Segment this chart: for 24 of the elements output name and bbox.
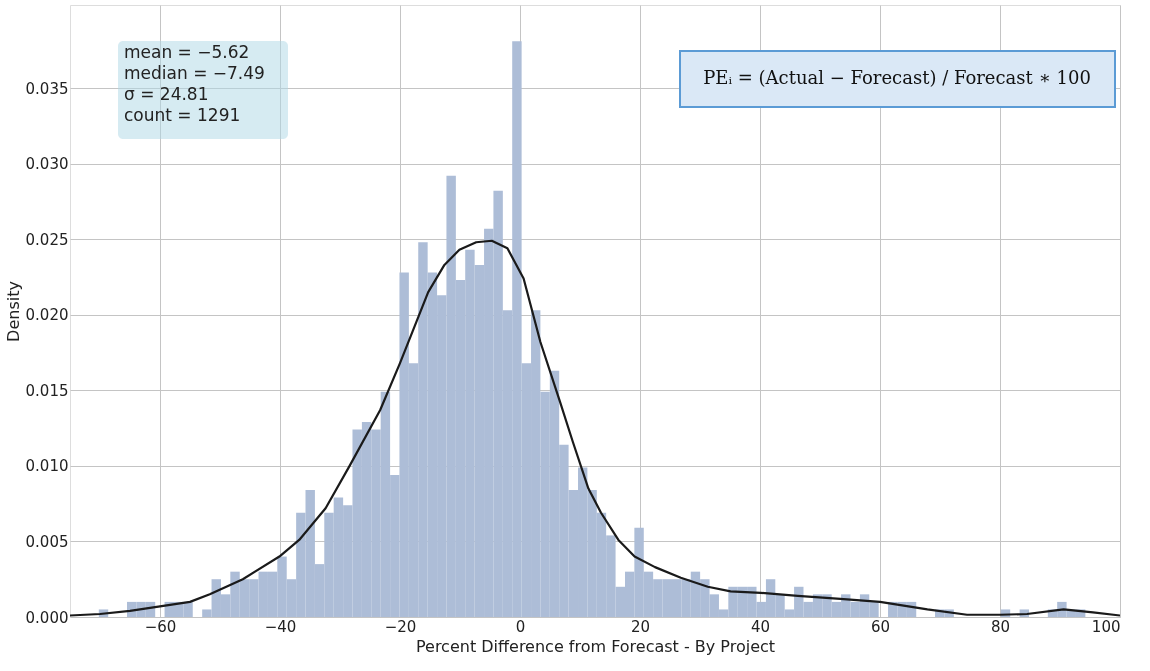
x-tick-label: −60 <box>144 617 177 636</box>
annotation: count = 1291 <box>124 105 241 125</box>
x-tick-label: 80 <box>990 617 1011 636</box>
annotation: mean = −5.62 <box>124 42 250 62</box>
y-tick-label: 0.005 <box>25 532 69 551</box>
x-axis-title: Percent Difference from Forecast - By Project <box>415 636 776 656</box>
x-tick-label: 40 <box>750 617 771 636</box>
y-tick-label: 0.025 <box>25 230 69 249</box>
annotation: PEᵢ = (Actual − Forecast) / Forecast ∗ 100 <box>703 67 1091 88</box>
x-tick-label: 60 <box>870 617 891 636</box>
y-axis-title: Density <box>3 281 23 342</box>
annotation: σ = 24.81 <box>124 84 209 104</box>
y-tick-label: 0.015 <box>25 381 69 400</box>
y-tick-label: 0.000 <box>25 608 69 627</box>
y-tick-label: 0.035 <box>25 79 69 98</box>
x-tick-label: −40 <box>264 617 297 636</box>
x-tick-label: 0 <box>515 617 526 636</box>
y-tick-label: 0.010 <box>25 457 69 476</box>
y-tick-label: 0.030 <box>25 155 69 174</box>
x-tick-label: −20 <box>384 617 417 636</box>
x-tick-label: 100 <box>1091 617 1121 636</box>
y-tick-label: 0.020 <box>25 306 69 325</box>
x-tick-label: 20 <box>630 617 651 636</box>
annotation: median = −7.49 <box>124 63 265 83</box>
